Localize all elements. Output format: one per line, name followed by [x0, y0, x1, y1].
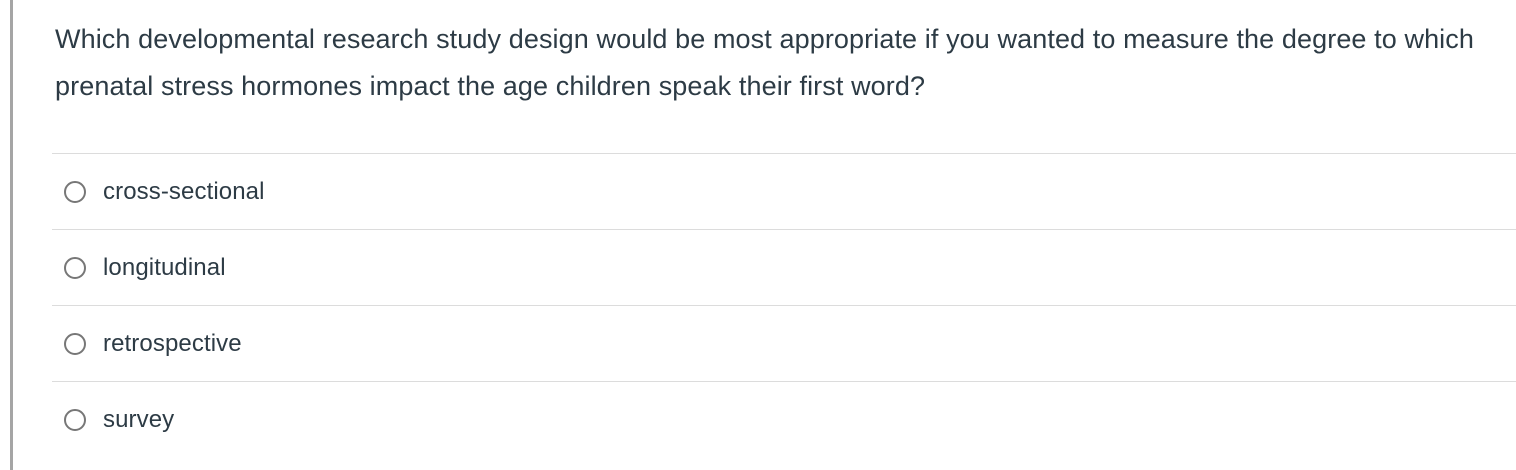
answer-label: longitudinal — [103, 253, 226, 281]
answer-option-longitudinal[interactable]: longitudinal — [52, 229, 1516, 305]
radio-button-longitudinal[interactable] — [64, 256, 86, 279]
radio-button-retrospective[interactable] — [64, 332, 86, 355]
radio-button-cross-sectional[interactable] — [64, 180, 86, 203]
answers-list: cross-sectional longitudinal retrospecti… — [52, 153, 1516, 457]
panel-left-border — [10, 0, 13, 470]
answer-option-retrospective[interactable]: retrospective — [52, 305, 1516, 381]
answer-option-survey[interactable]: survey — [52, 381, 1516, 457]
question-text: Which developmental research study desig… — [55, 24, 1474, 101]
radio-button-survey[interactable] — [64, 408, 86, 431]
answer-label: cross-sectional — [103, 177, 265, 205]
answer-label: retrospective — [103, 329, 242, 357]
answer-option-cross-sectional[interactable]: cross-sectional — [52, 153, 1516, 229]
answer-label: survey — [103, 405, 175, 433]
